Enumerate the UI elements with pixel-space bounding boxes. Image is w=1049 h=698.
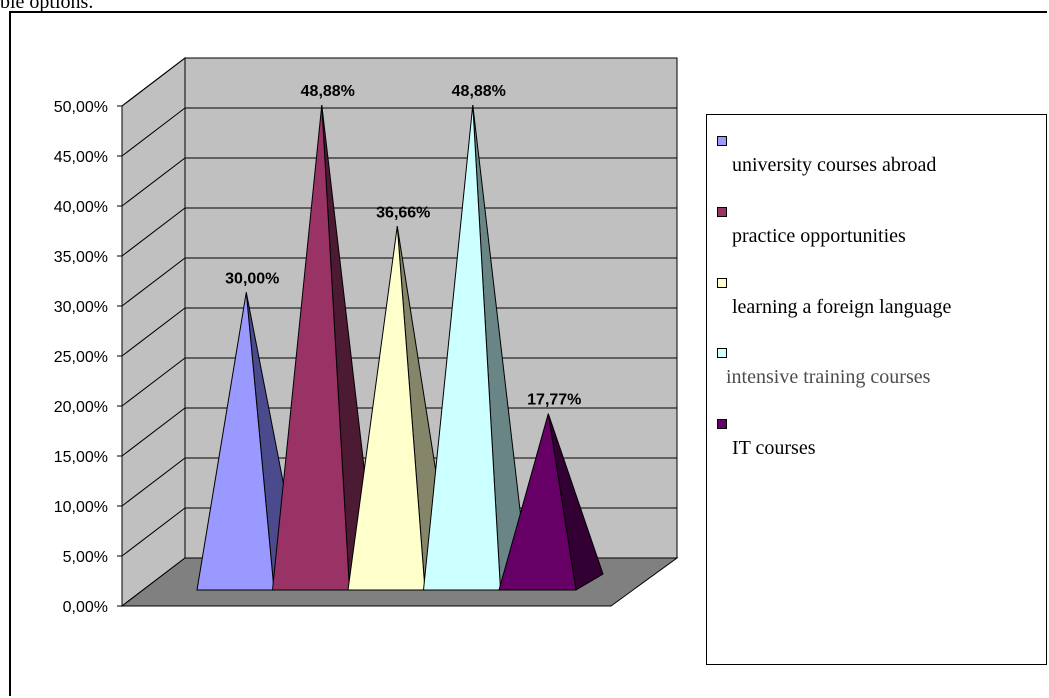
legend-swatch bbox=[717, 136, 727, 146]
data-label: 48,88% bbox=[301, 83, 355, 100]
legend-label: practice opportunities bbox=[732, 225, 906, 247]
data-labels: 30,00% 48,88% 36,66% 48,88% 17,77% bbox=[225, 83, 581, 409]
pyramid-bar bbox=[422, 104, 502, 591]
pyramid-bar bbox=[271, 104, 351, 591]
pyramid-bar-chart: 0,00% 5,00% 10,00% 15,00% 20,00% 25,00% 30,00%… bbox=[54, 56, 679, 616]
gridline bbox=[121, 257, 677, 307]
data-label: 36,66% bbox=[376, 204, 430, 221]
legend-label: IT courses bbox=[732, 437, 816, 459]
y-tick-label: 45,00% bbox=[54, 149, 108, 166]
gridline bbox=[121, 57, 677, 107]
legend-label: university courses abroad bbox=[732, 154, 937, 176]
legend-label: intensive training courses bbox=[726, 366, 931, 388]
header-text: ble options. bbox=[0, 0, 94, 13]
gridline bbox=[121, 407, 677, 457]
y-tick-label: 0,00% bbox=[63, 599, 108, 616]
data-label: 17,77% bbox=[527, 392, 581, 409]
y-tick-label: 30,00% bbox=[54, 299, 108, 316]
data-label: 30,00% bbox=[225, 270, 279, 287]
data-label: 48,88% bbox=[452, 83, 506, 100]
y-tick-label: 50,00% bbox=[54, 99, 108, 116]
legend-swatch bbox=[717, 207, 727, 217]
legend-swatch bbox=[717, 278, 727, 288]
gridlines bbox=[121, 57, 677, 557]
y-tick-label: 35,00% bbox=[54, 249, 108, 266]
legend-swatch bbox=[717, 419, 727, 429]
pyramid-bar bbox=[196, 292, 275, 591]
y-tick-label: 10,00% bbox=[54, 499, 108, 516]
gridline bbox=[121, 107, 677, 157]
gridline bbox=[121, 157, 677, 207]
pyramid-bar bbox=[498, 413, 577, 591]
gridline bbox=[121, 307, 677, 357]
legend-swatch bbox=[717, 348, 727, 358]
legend-label: learning a foreign language bbox=[732, 296, 952, 318]
y-axis-ticks: 0,00% 5,00% 10,00% 15,00% 20,00% 25,00% 30,00%… bbox=[54, 99, 611, 616]
y-tick-label: 25,00% bbox=[54, 349, 108, 366]
y-tick-label: 5,00% bbox=[63, 549, 108, 566]
legend: university courses abroad practice opport… bbox=[706, 114, 1047, 665]
gridline bbox=[121, 207, 677, 257]
chart-frame: 0,00% 5,00% 10,00% 15,00% 20,00% 25,00% 30,00%… bbox=[9, 11, 1047, 696]
gridline bbox=[121, 357, 677, 407]
pyramid-bar bbox=[347, 226, 426, 591]
y-tick-label: 20,00% bbox=[54, 399, 108, 416]
pyramid-bars bbox=[196, 104, 604, 591]
y-tick-label: 15,00% bbox=[54, 449, 108, 466]
y-tick-label: 40,00% bbox=[54, 199, 108, 216]
